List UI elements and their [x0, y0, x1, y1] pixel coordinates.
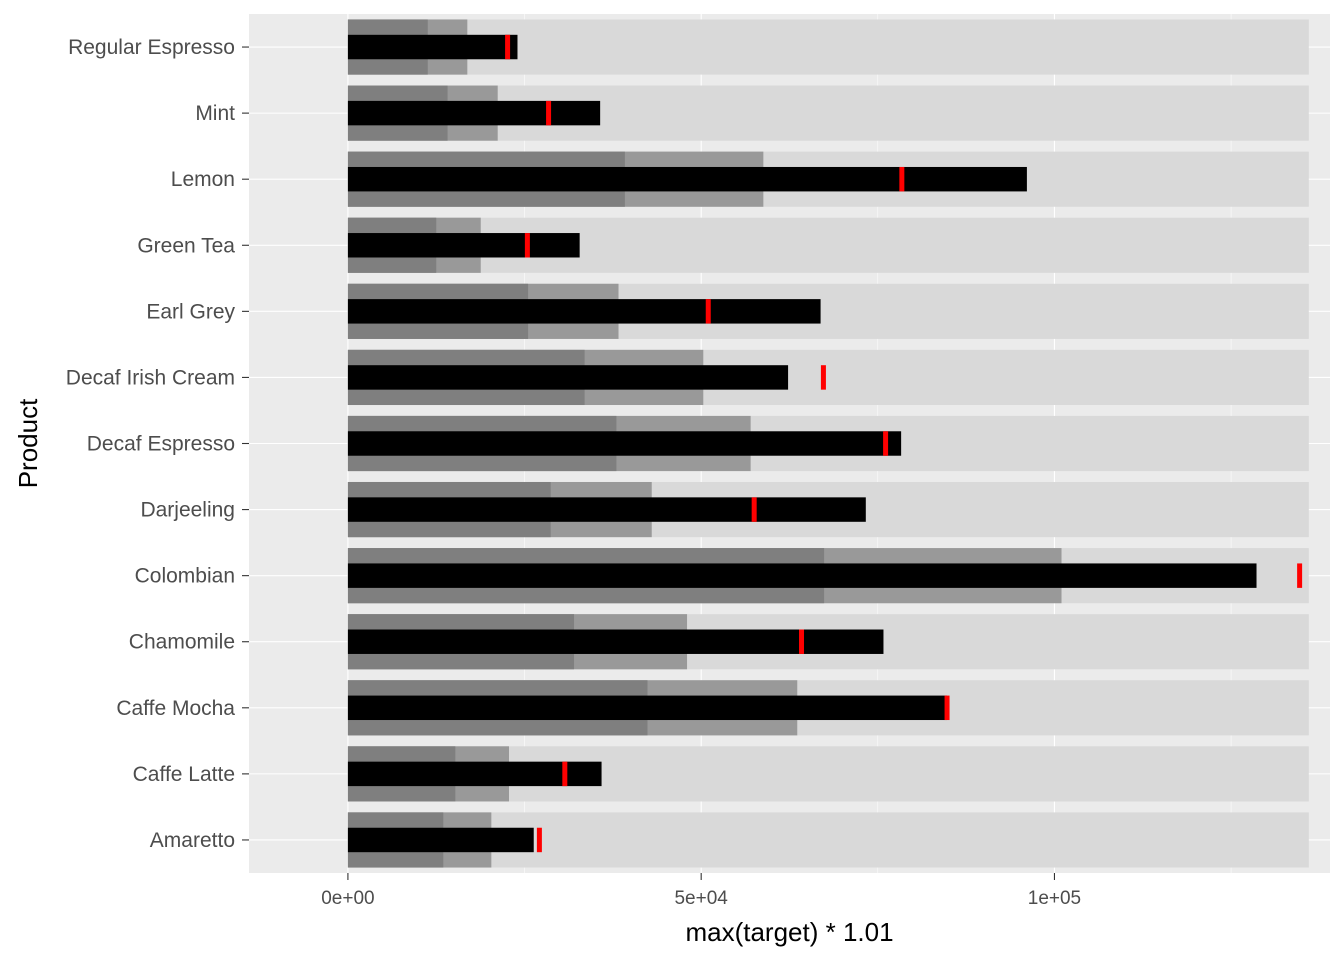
bullet-caffe-latte: [347, 746, 1309, 802]
target-marker: [883, 431, 889, 456]
bullet-chamomile: [347, 614, 1309, 670]
actual-bar: [347, 299, 821, 324]
target-marker: [944, 695, 950, 721]
actual-bar: [347, 34, 518, 60]
y-tick-label: Lemon: [171, 168, 235, 191]
bullet-decaf-espresso: [347, 415, 1309, 472]
target-marker: [546, 100, 552, 126]
actual-bar: [347, 497, 866, 522]
target-marker: [1297, 563, 1303, 588]
y-tick-label: Decaf Espresso: [87, 433, 235, 456]
bullet-decaf-irish-cream: [347, 349, 1309, 406]
actual-bar: [347, 431, 902, 456]
y-tick-label: Amaretto: [150, 829, 235, 852]
y-tick-label: Mint: [195, 102, 235, 125]
x-axis-title: max(target) * 1.01: [685, 917, 893, 947]
y-tick-label: Chamomile: [129, 631, 235, 654]
actual-bar: [347, 365, 789, 390]
bullet-amaretto: [347, 812, 1309, 868]
y-tick-label: Darjeeling: [140, 499, 235, 522]
y-tick-label: Caffe Mocha: [116, 697, 235, 720]
actual-bar: [347, 563, 1257, 588]
actual-bar: [347, 827, 534, 853]
target-marker: [536, 827, 542, 853]
y-tick-label: Decaf Irish Cream: [66, 366, 235, 389]
target-marker: [562, 761, 568, 787]
target-marker: [524, 233, 530, 258]
actual-bar: [347, 761, 602, 787]
y-tick-label: Colombian: [135, 565, 235, 588]
x-tick-label: 1e+05: [1028, 888, 1081, 909]
x-tick-label: 0e+00: [321, 888, 374, 909]
x-axis: 0e+00 5e+04 1e+05: [321, 873, 1081, 909]
bullet-green-tea: [347, 217, 1309, 273]
y-tick-label: Caffe Latte: [133, 763, 235, 786]
actual-bar: [347, 100, 601, 126]
y-tick-label: Green Tea: [137, 234, 235, 257]
actual-bar: [347, 695, 948, 721]
y-tick-label: Regular Espresso: [68, 36, 235, 59]
x-tick-label: 5e+04: [674, 888, 728, 909]
bullet-colombian: [347, 548, 1309, 604]
target-marker: [820, 365, 826, 390]
bullet-lemon: [347, 151, 1309, 207]
target-marker: [505, 34, 511, 60]
target-marker: [751, 497, 757, 522]
actual-bar: [347, 629, 884, 654]
target-marker: [705, 299, 711, 324]
bullet-earl-grey: [347, 283, 1309, 339]
y-axis: Amaretto Caffe Latte Caffe Mocha Chamomile C…: [66, 36, 249, 852]
bullet-caffe-mocha: [347, 680, 1309, 736]
target-marker: [799, 629, 805, 654]
actual-bar: [347, 166, 1027, 192]
target-marker: [899, 166, 905, 192]
y-axis-title: Product: [13, 398, 43, 488]
y-tick-label: Earl Grey: [146, 300, 235, 323]
bullet-regular-espresso: [347, 19, 1309, 75]
bars: [347, 19, 1309, 868]
actual-bar: [347, 233, 580, 258]
bullet-mint: [347, 85, 1309, 141]
bullet-darjeeling: [347, 481, 1309, 538]
